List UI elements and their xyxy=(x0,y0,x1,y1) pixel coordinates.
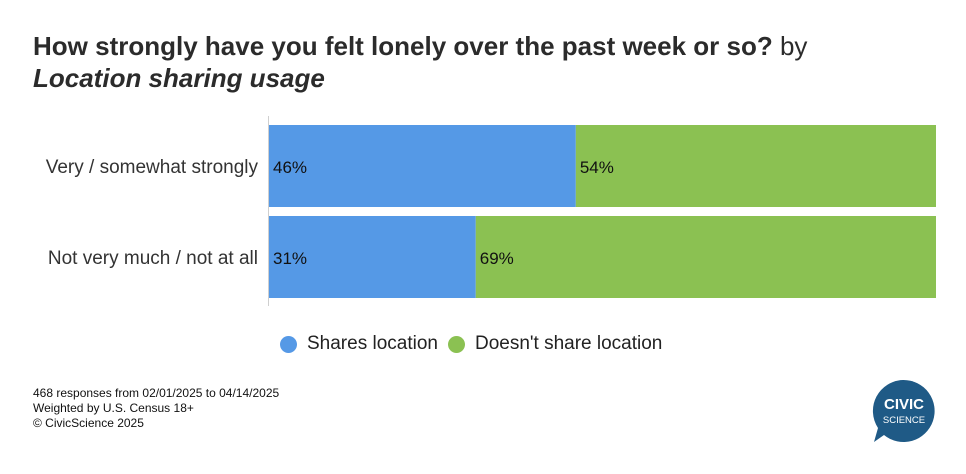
title-dimension: Location sharing usage xyxy=(33,63,325,93)
legend-item-doesnt-share[interactable]: Doesn't share location xyxy=(447,333,663,355)
logo-bubble xyxy=(872,379,935,442)
legend-swatch-shares xyxy=(280,335,297,353)
category-label: Not very much / not at all xyxy=(48,248,258,269)
bar-segment xyxy=(575,125,936,207)
legend-item-shares[interactable]: Shares location xyxy=(280,333,438,355)
logo-text-bottom: SCIENCE xyxy=(883,415,925,426)
footer-responses: 468 responses from 02/01/2025 to 04/14/2… xyxy=(33,386,280,400)
logo-text-top: CIVIC xyxy=(884,396,924,413)
footer-copyright: © CivicScience 2025 xyxy=(33,416,144,430)
data-label: 69% xyxy=(480,249,514,268)
footer-weighting: Weighted by U.S. Census 18+ xyxy=(33,401,194,415)
title-by: by xyxy=(772,31,808,61)
data-label: 31% xyxy=(273,249,307,268)
data-label: 46% xyxy=(273,158,307,177)
civicscience-logo: CIVIC SCIENCE xyxy=(872,379,935,442)
bar-segment xyxy=(269,125,576,207)
title-question: How strongly have you felt lonely over t… xyxy=(33,31,773,61)
legend-swatch-doesnt-share xyxy=(447,335,465,353)
bar-segment xyxy=(475,216,936,298)
chart-title: How strongly have you felt lonely over t… xyxy=(33,30,933,94)
legend-label-doesnt-share: Doesn't share location xyxy=(474,333,663,354)
legend-label-shares: Shares location xyxy=(307,333,438,354)
legend: Shares location Doesn't share location xyxy=(280,333,672,355)
data-label: 54% xyxy=(580,158,614,177)
footer-notes: 468 responses from 02/01/2025 to 04/14/2… xyxy=(33,386,279,431)
category-label: Very / somewhat strongly xyxy=(46,157,259,178)
bar-segment xyxy=(269,216,476,298)
bar-chart: Very / somewhat strongly 46% 54% Not very m… xyxy=(46,116,936,306)
